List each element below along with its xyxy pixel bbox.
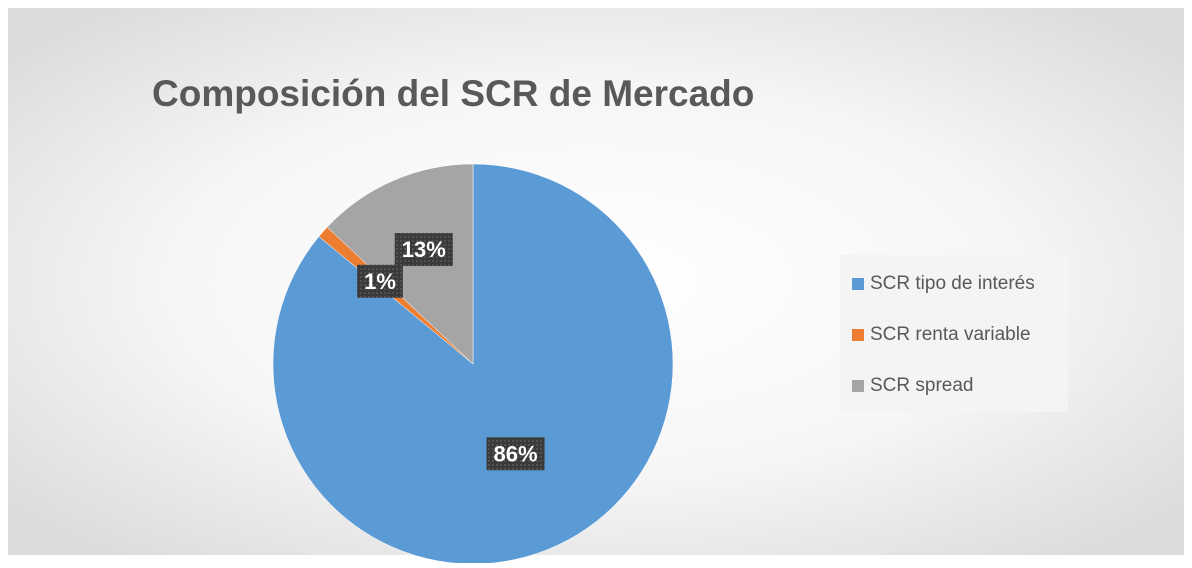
legend-label: SCR spread (870, 375, 974, 396)
data-label-box (486, 437, 545, 471)
chart-title: Composición del SCR de Mercado (152, 73, 754, 114)
legend-swatch (852, 278, 864, 290)
pie-slice (272, 163, 674, 565)
data-label-box (394, 233, 453, 267)
legend-box (840, 255, 1068, 412)
data-label: 1% (364, 269, 396, 294)
legend-label: SCR renta variable (870, 324, 1031, 345)
data-label-box (357, 264, 403, 298)
legend-swatch (852, 380, 864, 392)
data-label: 86% (494, 441, 538, 466)
legend-swatch (852, 329, 864, 341)
legend-label: SCR tipo de interés (870, 273, 1035, 294)
data-label: 13% (402, 237, 446, 262)
